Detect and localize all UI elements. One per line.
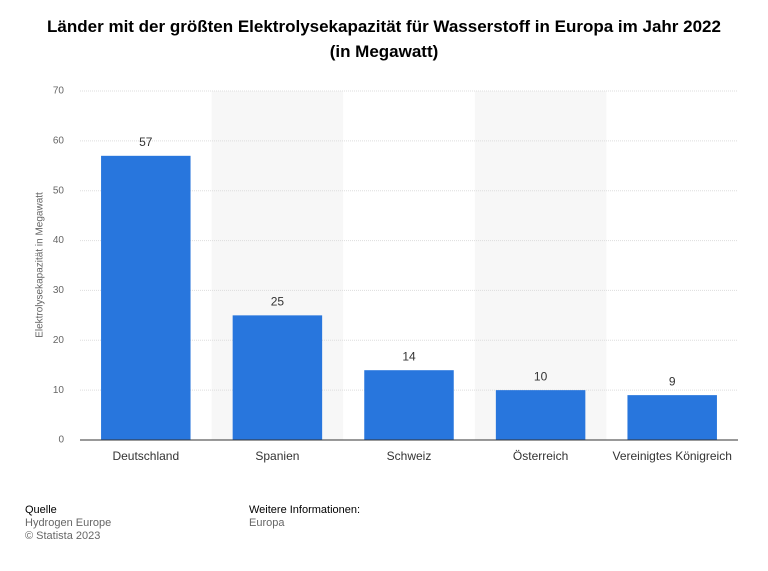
y-tick-label: 50 <box>53 185 65 196</box>
bar <box>495 390 586 440</box>
info-block: Weitere Informationen: Europa <box>249 504 360 530</box>
x-tick-label: Österreich <box>513 449 568 463</box>
x-tick-label: Schweiz <box>387 449 432 463</box>
y-tick-label: 60 <box>53 135 65 146</box>
source-block: Quelle Hydrogen Europe © Statista 2023 <box>25 504 111 543</box>
bar <box>627 395 717 440</box>
x-tick-label: Spanien <box>255 449 299 463</box>
data-label: 57 <box>139 135 153 149</box>
bar <box>101 155 191 441</box>
x-tick-label: Deutschland <box>112 449 179 463</box>
y-tick-label: 0 <box>58 435 64 446</box>
band-shade <box>474 91 607 440</box>
y-tick-label: 30 <box>53 285 65 296</box>
data-label: 14 <box>402 349 416 363</box>
bar <box>232 315 323 440</box>
source: Hydrogen Europe <box>25 517 112 529</box>
x-tick-label: Vereinigtes Königreich <box>612 449 731 463</box>
source-label: Quelle <box>25 504 57 516</box>
info-label: Weitere Informationen: <box>249 504 361 516</box>
data-label: 10 <box>534 369 548 383</box>
copyright: © Statista 2023 <box>25 530 101 542</box>
y-tick-label: 70 <box>53 86 65 97</box>
data-label: 9 <box>669 374 676 388</box>
data-label: 25 <box>271 295 285 309</box>
bar <box>364 370 454 440</box>
y-tick-label: 40 <box>53 235 65 246</box>
chart-title: Länder mit der größten Elektrolysekapazi… <box>47 17 721 61</box>
y-tick-label: 20 <box>53 335 65 346</box>
y-tick-label: 10 <box>53 385 65 396</box>
y-axis-title: Elektrolysekapazität in Megawatt <box>35 192 46 338</box>
info: Europa <box>249 517 285 529</box>
